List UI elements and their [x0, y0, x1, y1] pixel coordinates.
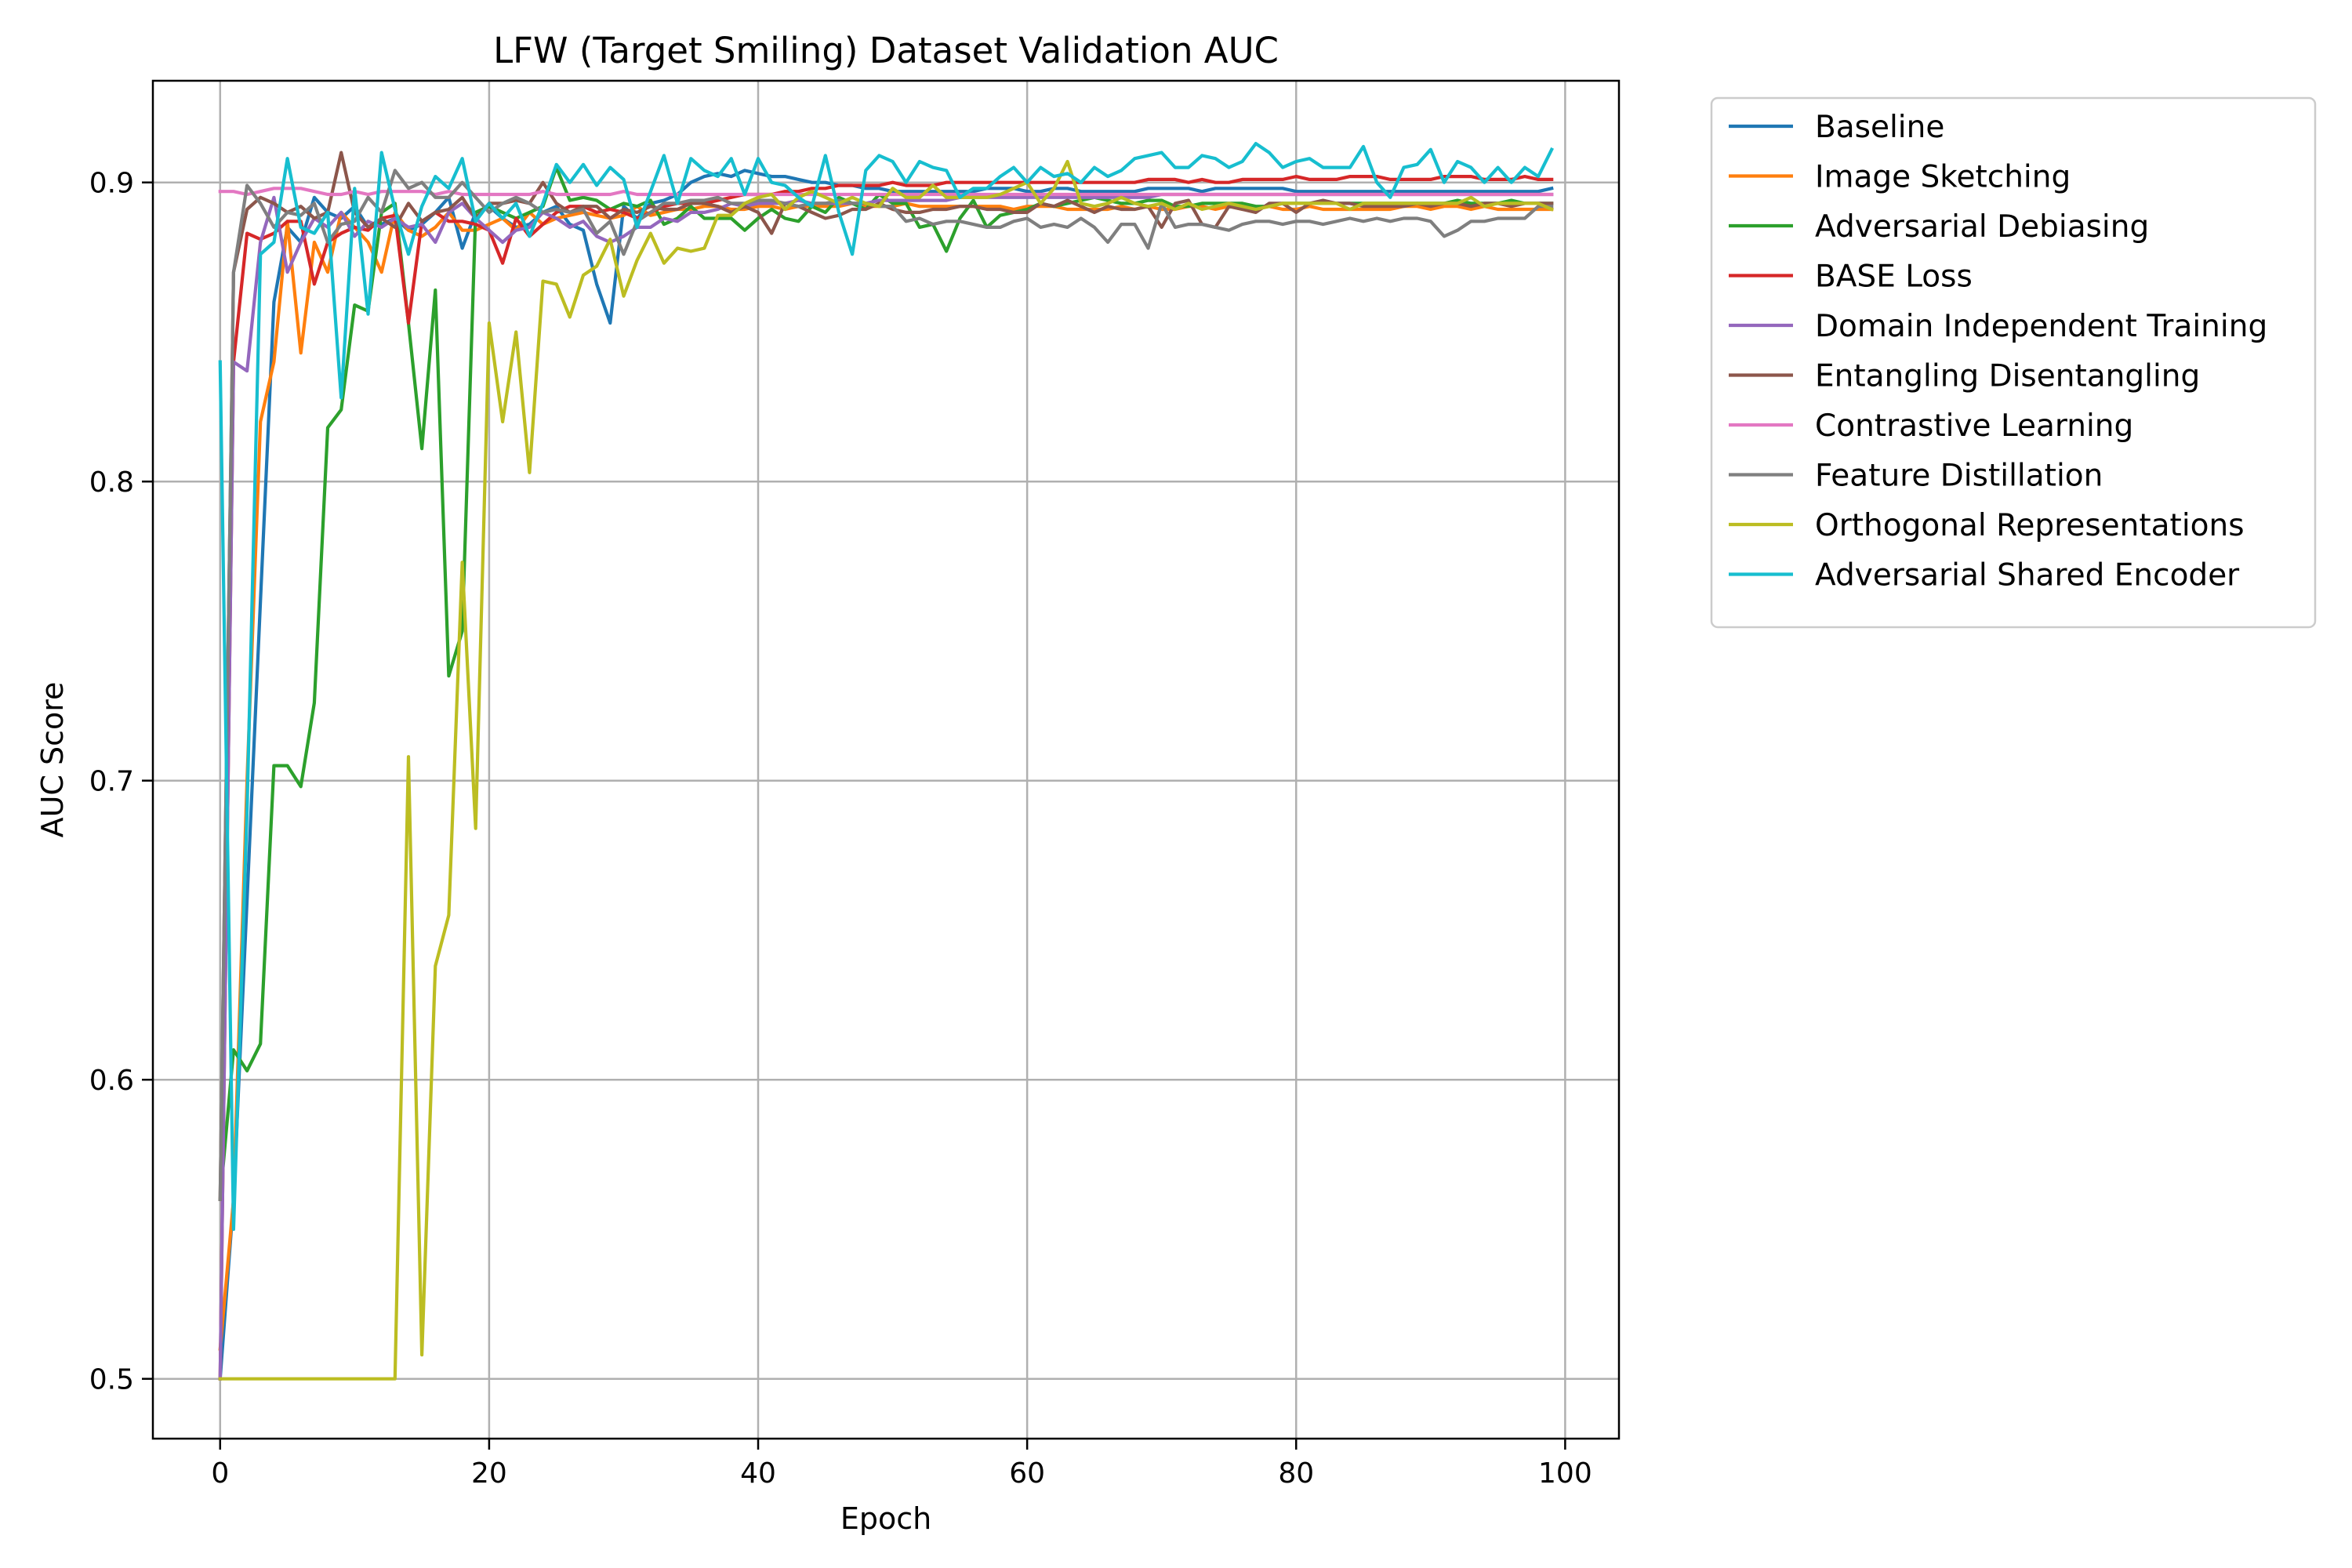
legend-box: [1710, 96, 2317, 629]
legend-label: Orthogonal Representations: [1815, 508, 2245, 543]
chart-title: LFW (Target Smiling) Dataset Validation …: [493, 30, 1279, 71]
legend-label: Entangling Disentangling: [1815, 359, 2200, 394]
axis-ticks: 0 20 40 60 80 100 0.5 0.6 0.7 0.8 0.9: [89, 168, 1592, 1490]
x-tick-label: 100: [1538, 1457, 1592, 1490]
x-tick-label: 40: [740, 1457, 776, 1490]
x-axis-label: Epoch: [840, 1501, 931, 1536]
y-tick-label: 0.5: [89, 1364, 134, 1396]
y-tick-label: 0.6: [89, 1065, 134, 1097]
y-tick-label: 0.9: [89, 168, 134, 200]
legend-label: Contrastive Learning: [1815, 408, 2133, 444]
series-line-4: [218, 175, 1554, 1381]
x-tick-label: 0: [211, 1457, 229, 1490]
series-line-7: [218, 187, 1554, 197]
x-tick-label: 20: [471, 1457, 507, 1490]
series-line-9: [218, 159, 1554, 1381]
series-line-8: [218, 169, 1554, 1201]
legend-label: Image Sketching: [1815, 160, 2071, 195]
legend-label: Adversarial Debiasing: [1815, 209, 2149, 245]
y-tick-label: 0.8: [89, 466, 134, 499]
legend-label: Baseline: [1815, 110, 1944, 145]
legend: Baseline Image Sketching Adversarial Debia…: [1710, 96, 2317, 629]
plot-frame: [151, 79, 1621, 1440]
x-tick-label: 60: [1009, 1457, 1045, 1490]
legend-label: Domain Independent Training: [1815, 309, 2267, 344]
series-line-1: [218, 169, 1554, 1381]
y-axis-label: AUC Score: [35, 682, 70, 838]
legend-label: BASE Loss: [1815, 260, 1973, 295]
y-tick-label: 0.7: [89, 766, 134, 798]
series-line-10: [218, 142, 1555, 1232]
legend-label: Adversarial Shared Encoder: [1815, 558, 2240, 593]
x-tick-label: 80: [1278, 1457, 1314, 1490]
legend-label: Feature Distillation: [1815, 459, 2103, 494]
series-lines: [218, 142, 1555, 1381]
